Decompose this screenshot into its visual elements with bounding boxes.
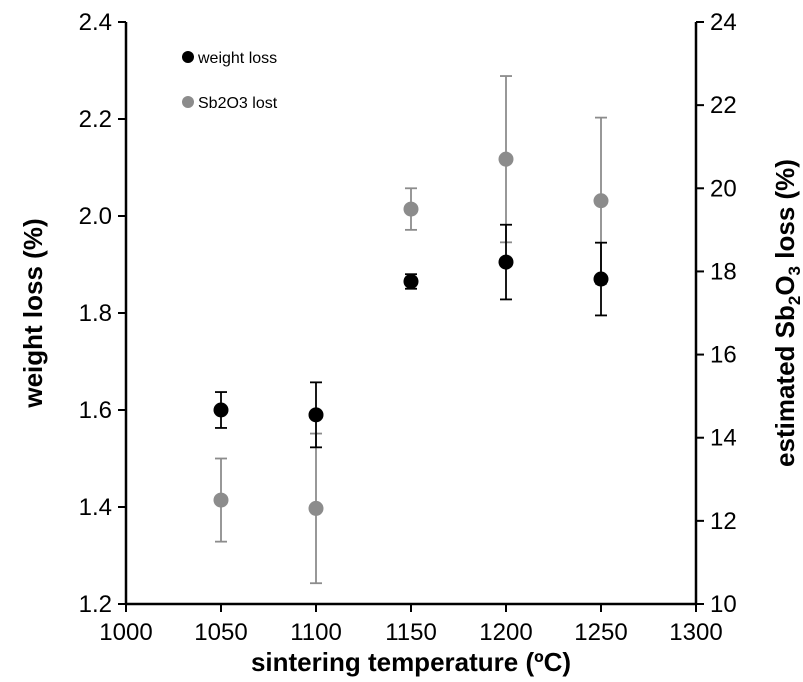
y2-title-prefix: estimated Sb [770,305,800,467]
series-layer [213,75,609,585]
y2-tick-label: 10 [710,591,737,618]
x-axis-title: sintering temperature (ºC) [251,647,571,677]
y2-tick-label: 22 [710,92,737,119]
y2-axis-title: estimated Sb2O3 loss (%) [770,159,803,467]
x-tick-label: 1250 [574,619,627,646]
y-tick-label: 1.2 [79,591,112,618]
y-tick-label: 2.0 [79,203,112,230]
data-point [593,271,609,287]
y2-tick-label: 20 [710,175,737,202]
y-tick-label: 2.2 [79,106,112,133]
series-weight-loss [213,223,609,449]
legend-label-sb2o3-lost: Sb2O3 lost [198,95,278,112]
y-axis-title: weight loss (%) [18,218,48,408]
x-tick-label: 1300 [669,619,722,646]
data-point [498,254,514,270]
data-point [403,273,419,289]
axis-ticks: 1000 1050 1100 1150 1200 1250 1300 1.2 1.4 1.6 1.8… [79,9,737,646]
data-point [213,402,229,418]
y2-tick-label: 16 [710,342,737,369]
data-point [308,407,324,423]
series-sb2o3-lost [213,75,609,585]
y2-title-mid: O [770,275,800,295]
data-point [593,193,609,209]
y2-title-sub2: 3 [785,266,803,275]
x-tick-label: 1050 [194,619,247,646]
x-tick-label: 1000 [99,619,152,646]
y2-tick-label: 18 [710,258,737,285]
y2-tick-label: 24 [710,9,737,36]
data-point [213,492,229,508]
y-tick-label: 1.8 [79,300,112,327]
y2-tick-label: 12 [710,508,737,535]
y2-tick-label: 14 [710,425,737,452]
y-tick-label: 1.6 [79,397,112,424]
x-tick-label: 1100 [290,619,342,646]
data-point [403,201,419,217]
data-point [308,500,324,516]
legend-marker-weight-loss [182,51,194,63]
y2-title-suffix: loss (%) [770,159,800,266]
x-tick-label: 1200 [479,619,532,646]
y-tick-label: 1.4 [79,494,112,521]
x-tick-label: 1150 [385,619,437,646]
legend-marker-sb2o3-lost [182,96,194,108]
y2-title-sub1: 2 [785,296,803,305]
data-point [498,151,514,167]
legend: weight loss Sb2O3 lost [182,50,278,112]
y-tick-label: 2.4 [79,9,112,36]
legend-label-weight-loss: weight loss [197,50,277,67]
